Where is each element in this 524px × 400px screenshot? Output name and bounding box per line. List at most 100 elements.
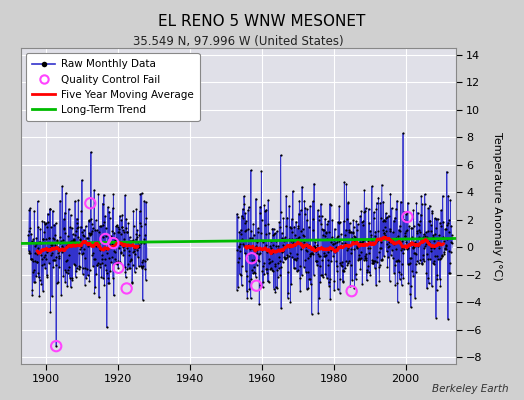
Point [323,248,332,255]
Point [376,245,384,251]
Point [439,218,447,225]
Point [132,264,140,271]
Point [263,266,271,272]
Point [46,245,54,251]
Point [290,265,298,272]
Point [320,253,328,260]
Point [124,220,133,226]
Point [282,193,290,199]
Point [293,235,302,241]
Point [245,278,253,284]
Point [111,256,119,263]
Point [305,276,313,282]
Point [353,243,362,250]
Point [292,218,300,225]
Point [318,272,326,278]
Point [292,251,301,257]
Point [299,226,307,232]
Point [335,203,343,209]
Point [442,226,450,232]
Point [289,255,298,262]
Point [389,218,398,224]
Point [319,226,328,233]
Point [241,220,249,226]
Point [369,215,378,221]
Point [283,254,291,260]
Point [333,286,342,292]
Point [331,226,339,232]
Point [28,238,36,244]
Point [137,240,146,246]
Point [300,198,309,204]
Point [132,231,140,238]
Point [25,206,34,213]
Point [287,216,296,222]
Point [438,253,446,259]
Point [103,275,112,281]
Point [94,260,102,266]
Point [252,196,260,202]
Point [243,294,252,301]
Point [86,231,95,238]
Point [32,259,41,265]
Point [422,229,430,235]
Point [28,291,36,298]
Point [292,257,301,263]
Point [397,270,406,277]
Point [253,250,261,256]
Point [263,249,271,255]
Point [236,270,244,277]
Point [29,258,37,264]
Point [311,245,319,251]
Point [395,269,403,276]
Point [240,201,248,207]
Point [55,248,63,254]
Point [441,245,449,251]
Point [335,219,344,225]
Point [308,245,316,252]
Point [399,130,407,136]
Point [443,236,452,242]
Point [75,246,84,252]
Point [301,268,310,275]
Point [308,250,316,256]
Point [383,214,391,220]
Point [375,278,384,284]
Point [78,250,86,257]
Point [86,231,94,238]
Point [129,236,137,243]
Point [314,207,322,213]
Point [57,238,65,244]
Point [445,270,454,276]
Point [351,239,359,245]
Point [362,205,370,211]
Point [330,236,338,243]
Point [284,269,292,275]
Point [413,258,421,264]
Point [97,223,105,229]
Point [311,239,320,246]
Point [122,274,130,280]
Point [401,230,409,236]
Point [406,291,414,297]
Point [359,218,368,224]
Point [285,244,293,250]
Point [337,239,346,246]
Point [357,255,365,261]
Point [89,225,97,232]
Point [403,200,412,206]
Point [120,242,128,248]
Point [282,222,291,229]
Point [374,194,383,201]
Point [260,271,268,277]
Point [386,190,395,197]
Point [401,233,409,239]
Point [24,232,32,238]
Point [442,246,450,252]
Point [341,227,350,233]
Point [431,225,440,231]
Point [135,244,144,250]
Point [403,246,411,253]
Point [283,214,291,221]
Point [408,245,417,252]
